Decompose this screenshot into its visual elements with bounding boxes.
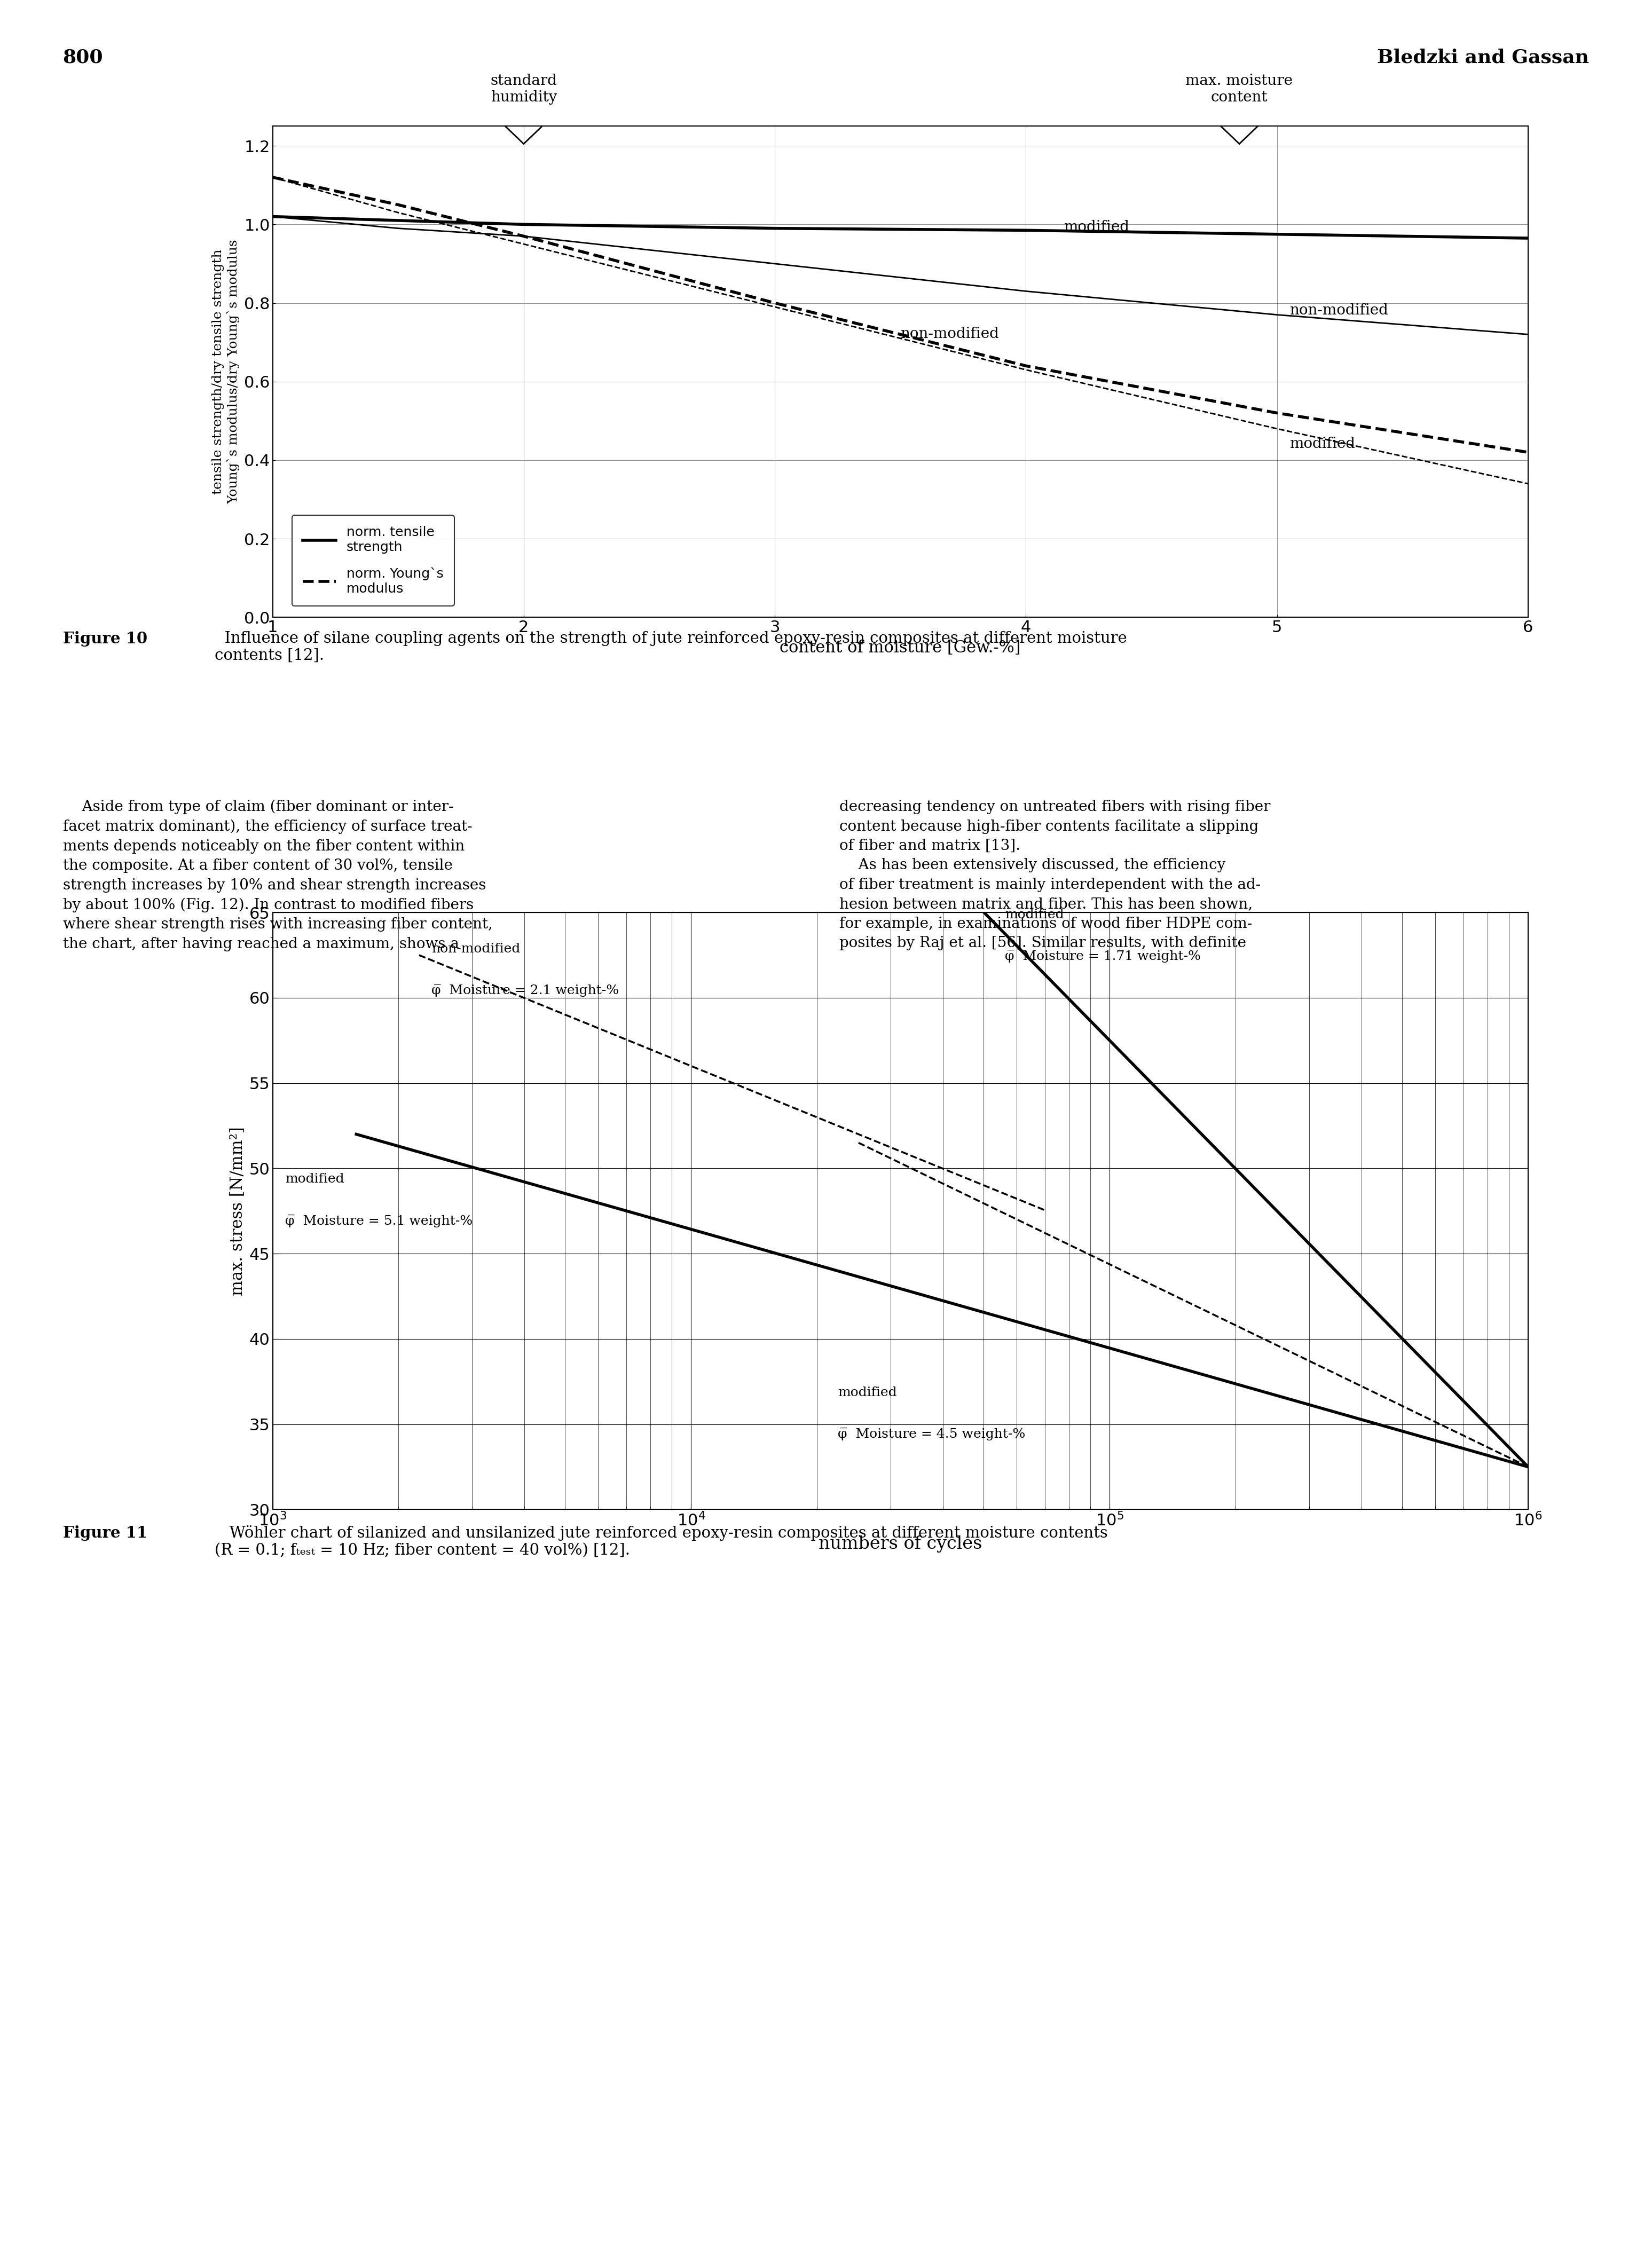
Text: modified: modified [286,1174,344,1185]
Text: 800: 800 [63,47,102,68]
Text: Aside from type of claim (fiber dominant or inter-
facet matrix dominant), the e: Aside from type of claim (fiber dominant… [63,800,492,951]
Text: modified: modified [1004,908,1064,921]
Legend: norm. tensile
strength, norm. Young`s
modulus: norm. tensile strength, norm. Young`s mo… [292,516,454,606]
Text: Wöhler chart of silanized and unsilanized jute reinforced epoxy-resin composites: Wöhler chart of silanized and unsilanize… [215,1525,1108,1559]
Y-axis label: tensile strength/dry tensile strength
Young`s modulus/dry Young`s modulus: tensile strength/dry tensile strength Yo… [211,239,240,505]
Text: non-modified: non-modified [900,327,999,340]
Text: standard
humidity: standard humidity [491,74,557,104]
Text: φ̅  Moisture = 5.1 weight-%: φ̅ Moisture = 5.1 weight-% [286,1214,472,1228]
Text: non-modified: non-modified [1290,302,1388,318]
Text: Bledzki and Gassan: Bledzki and Gassan [1378,47,1589,68]
Text: decreasing tendency on untreated fibers with rising fiber
content because high-f: decreasing tendency on untreated fibers … [839,800,1270,951]
Text: max. moisture
content: max. moisture content [1186,74,1292,104]
X-axis label: content of moisture [Gew.-%]: content of moisture [Gew.-%] [780,640,1021,656]
X-axis label: numbers of cycles: numbers of cycles [818,1534,983,1552]
Text: modified: modified [1064,221,1130,234]
Text: Figure 10: Figure 10 [63,631,147,647]
Text: φ̅  Moisture = 4.5 weight-%: φ̅ Moisture = 4.5 weight-% [838,1428,1026,1440]
Y-axis label: max. stress [N/mm²]: max. stress [N/mm²] [230,1126,246,1295]
Text: φ̅  Moisture = 1.71 weight-%: φ̅ Moisture = 1.71 weight-% [1004,951,1201,962]
Text: modified: modified [838,1386,897,1399]
Text: Figure 11: Figure 11 [63,1525,147,1541]
Text: non-modified: non-modified [431,942,520,955]
Text: modified: modified [1290,437,1355,451]
Text: Influence of silane coupling agents on the strength of jute reinforced epoxy-res: Influence of silane coupling agents on t… [215,631,1127,662]
Text: φ̅  Moisture = 2.1 weight-%: φ̅ Moisture = 2.1 weight-% [431,985,620,996]
